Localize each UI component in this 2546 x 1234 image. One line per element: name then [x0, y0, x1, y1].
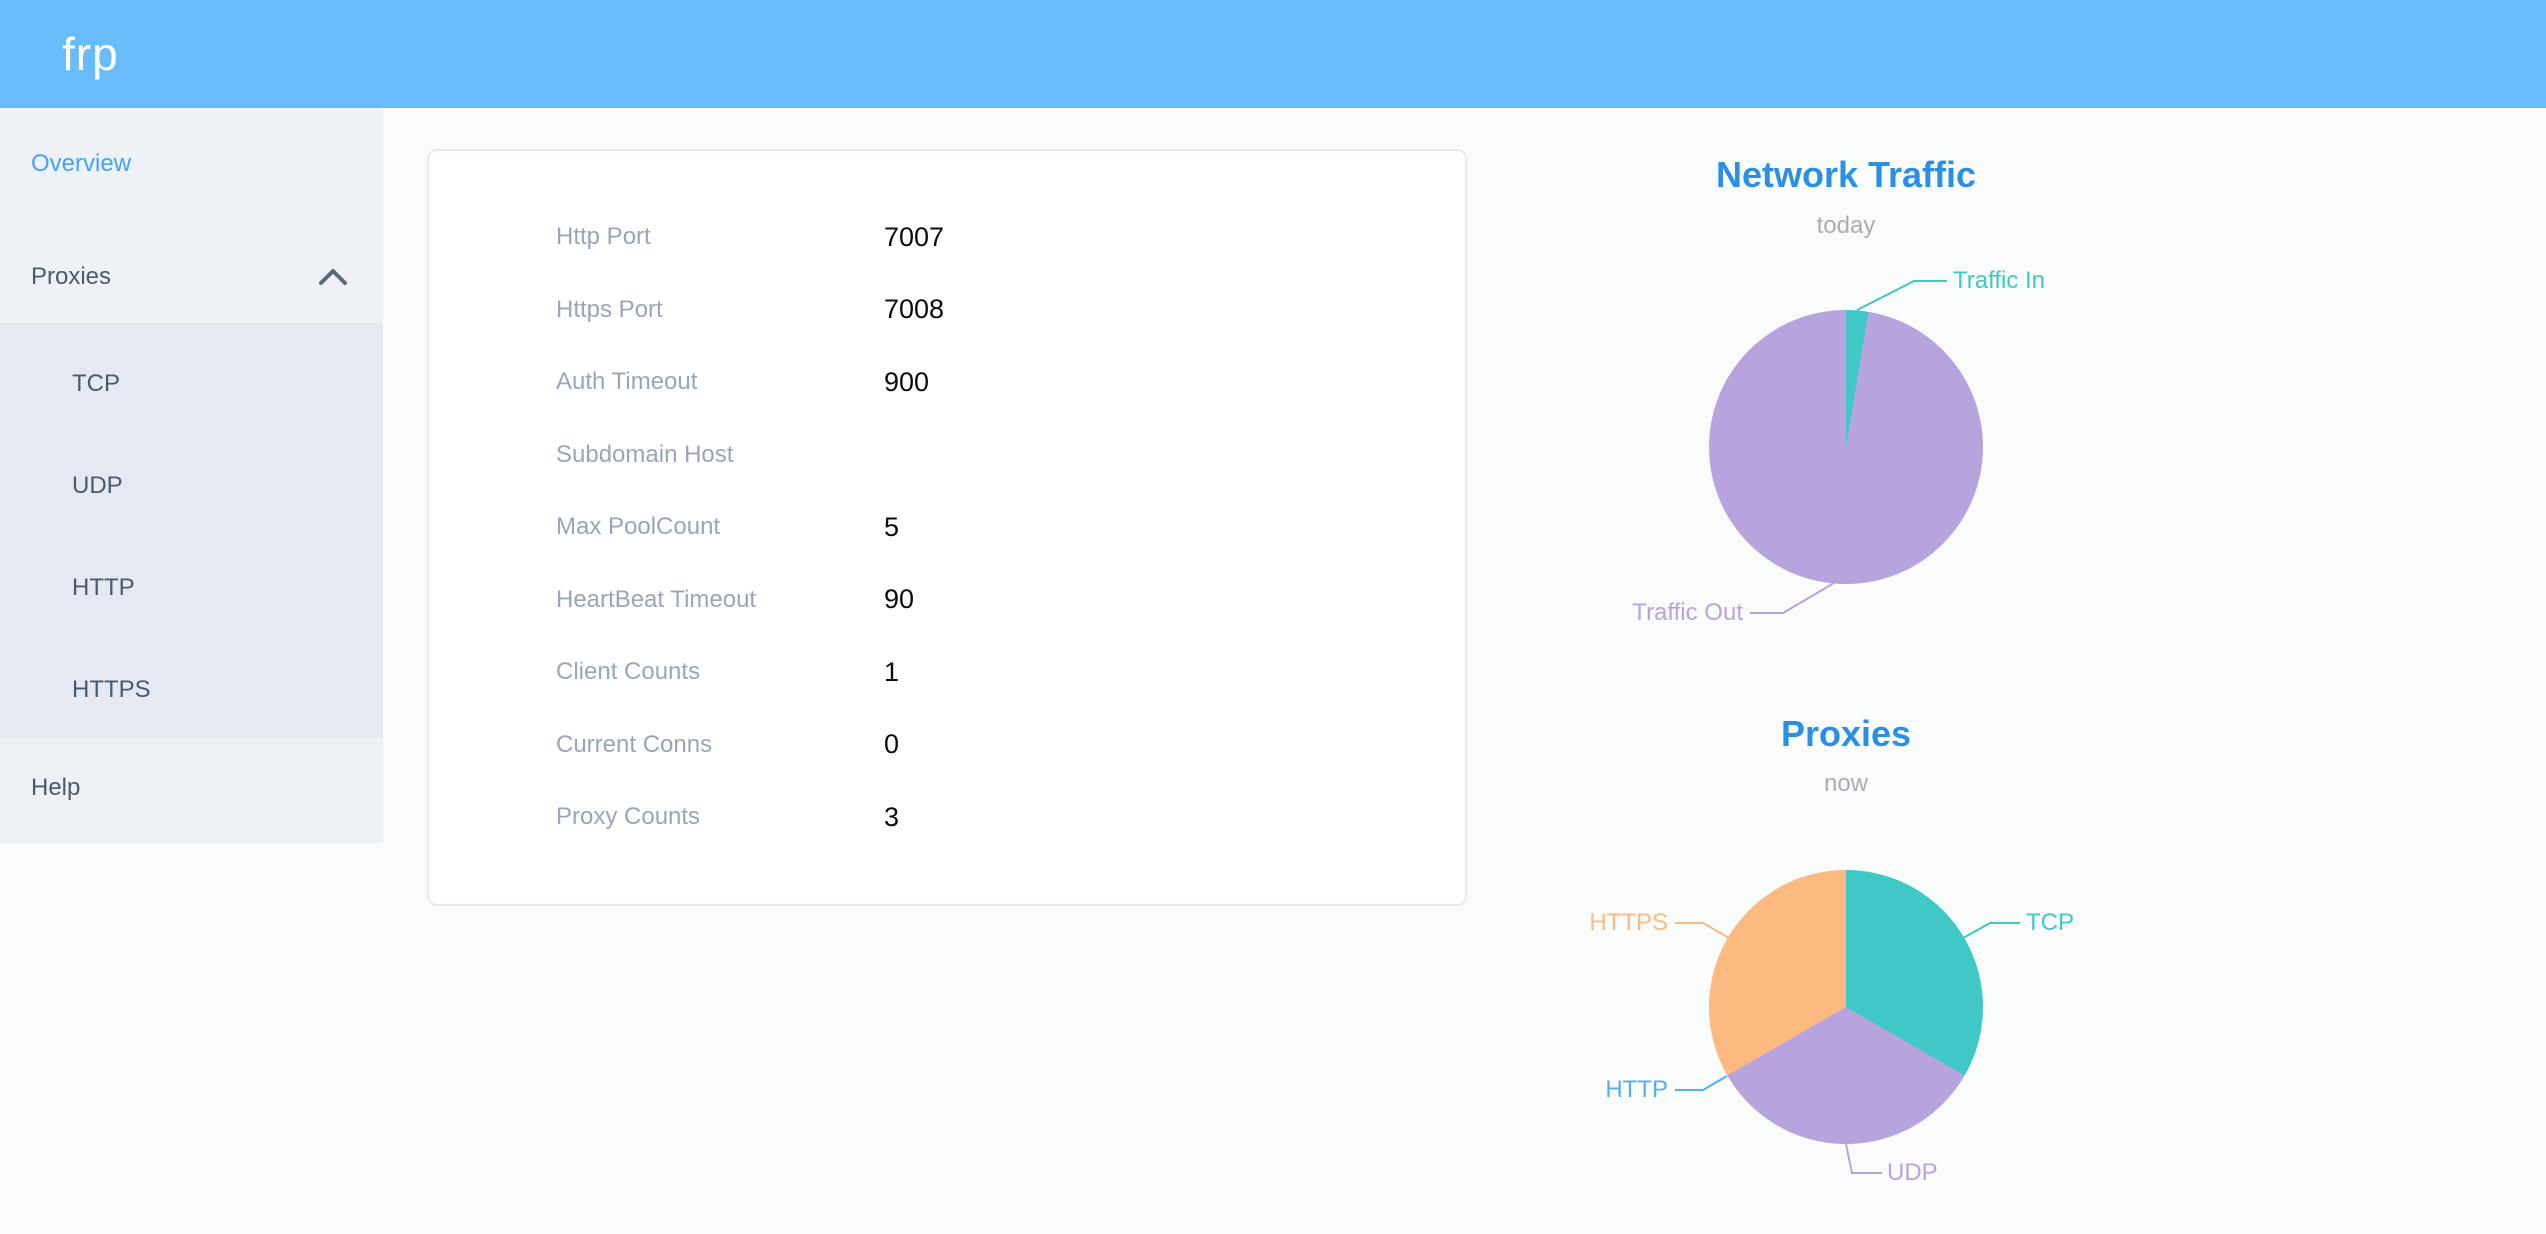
sidebar-item-http[interactable]: HTTP	[72, 574, 135, 601]
sidebar: Overview Proxies TCP UDP HTTP HTTPS Help	[0, 108, 383, 843]
pie-label-udp: UDP	[1887, 1159, 1938, 1186]
config-value: 7007	[884, 221, 945, 252]
pie-label-traffic-in: Traffic In	[1953, 267, 2046, 294]
network-traffic-chart-title: Network Traffic	[1715, 154, 1977, 195]
proxies-chart-subtitle: now	[1823, 770, 1869, 797]
config-label: Client Counts	[556, 658, 701, 686]
config-value: 0	[884, 729, 900, 760]
chevron-up-icon[interactable]	[316, 257, 350, 297]
https-connector-line	[1675, 922, 1730, 939]
pie-label-tcp: TCP	[2026, 909, 2074, 936]
config-value: 1	[884, 656, 900, 687]
config-row-proxy-counts: Proxy Counts 3	[429, 781, 1465, 854]
traffic-out-connector-line	[1750, 582, 1835, 614]
config-row-max-poolcount: Max PoolCount 5	[429, 491, 1465, 564]
config-value: 900	[884, 366, 930, 397]
udp-connector-line	[1845, 1143, 1882, 1174]
config-row-heartbeat-timeout: HeartBeat Timeout 90	[429, 564, 1465, 637]
config-row-current-conns: Current Conns 0	[429, 709, 1465, 782]
config-label: Current Conns	[556, 730, 713, 758]
config-label: HeartBeat Timeout	[556, 585, 757, 613]
pie-label-traffic-out: Traffic Out	[1632, 599, 1743, 626]
sidebar-item-proxies[interactable]: Proxies	[31, 263, 112, 290]
config-label: Auth Timeout	[556, 368, 698, 396]
http-connector-line	[1675, 1075, 1728, 1091]
config-row-auth-timeout: Auth Timeout 900	[429, 346, 1465, 419]
config-label: Https Port	[556, 295, 663, 323]
proxies-chart-title: Proxies	[1780, 713, 1912, 754]
network-traffic-pie-chart[interactable]	[1709, 310, 1983, 584]
sidebar-item-overview[interactable]: Overview	[31, 150, 132, 177]
tcp-connector-line	[1962, 922, 2020, 939]
sidebar-item-udp[interactable]: UDP	[72, 472, 123, 499]
app-header: frp	[0, 0, 2546, 108]
traffic-in-connector-line	[1856, 280, 1947, 311]
config-value: 7008	[884, 294, 945, 325]
sidebar-item-help[interactable]: Help	[31, 774, 81, 801]
config-label: Subdomain Host	[556, 440, 734, 468]
server-config-card: Http Port 7007 Https Port 7008 Auth Time…	[427, 149, 1467, 906]
pie-label-https: HTTPS	[1589, 909, 1668, 936]
config-row-http-port: Http Port 7007	[429, 201, 1465, 274]
proxies-pie-chart[interactable]	[1709, 870, 1983, 1144]
config-label: Proxy Counts	[556, 803, 701, 831]
config-label: Http Port	[556, 223, 651, 251]
config-value: 90	[884, 584, 915, 615]
config-row-client-counts: Client Counts 1	[429, 636, 1465, 709]
config-value: 3	[884, 801, 900, 832]
config-row-subdomain-host: Subdomain Host	[429, 419, 1465, 492]
sidebar-item-tcp[interactable]: TCP	[72, 370, 120, 397]
config-label: Max PoolCount	[556, 513, 721, 541]
config-value: 5	[884, 511, 900, 542]
sidebar-item-https[interactable]: HTTPS	[72, 676, 151, 703]
pie-label-http: HTTP	[1605, 1076, 1668, 1103]
proxies-submenu: TCP UDP HTTP HTTPS	[0, 323, 383, 738]
network-traffic-chart-subtitle: today	[1816, 212, 1876, 239]
app-logo: frp	[62, 28, 119, 80]
config-row-https-port: Https Port 7008	[429, 274, 1465, 347]
